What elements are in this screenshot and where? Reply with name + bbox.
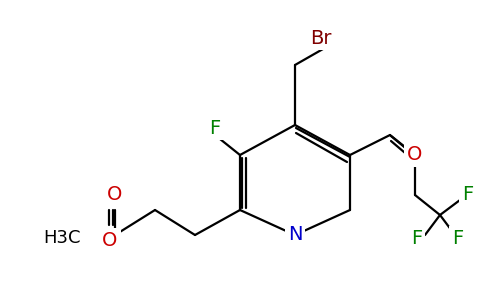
Text: F: F	[462, 185, 473, 205]
Text: F: F	[210, 118, 221, 137]
Text: O: O	[102, 230, 118, 250]
Text: H3C: H3C	[43, 229, 81, 247]
Text: O: O	[107, 185, 122, 205]
Text: Br: Br	[310, 28, 332, 47]
Text: F: F	[411, 229, 422, 247]
Text: N: N	[288, 226, 302, 244]
Text: O: O	[408, 146, 423, 164]
Text: F: F	[452, 229, 463, 247]
